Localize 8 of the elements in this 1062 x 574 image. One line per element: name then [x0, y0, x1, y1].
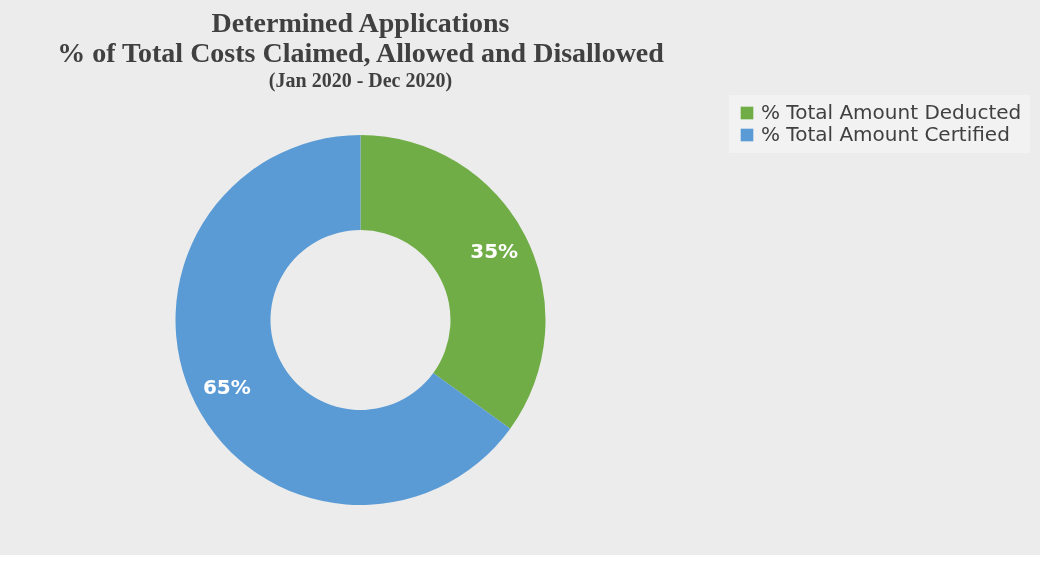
donut-slice [360, 135, 546, 429]
data-label: 35% [470, 238, 519, 263]
legend-label: % Total Amount Deducted [761, 100, 1022, 124]
legend-label: % Total Amount Certified [761, 122, 1010, 146]
text: Determined Applications [211, 7, 510, 38]
chart-subtitle: (Jan 2020 - Dec 2020) [268, 69, 453, 92]
data-label: 65% [202, 375, 251, 400]
text: % of Total Costs Claimed, Allowed and Disallowed [57, 37, 664, 68]
